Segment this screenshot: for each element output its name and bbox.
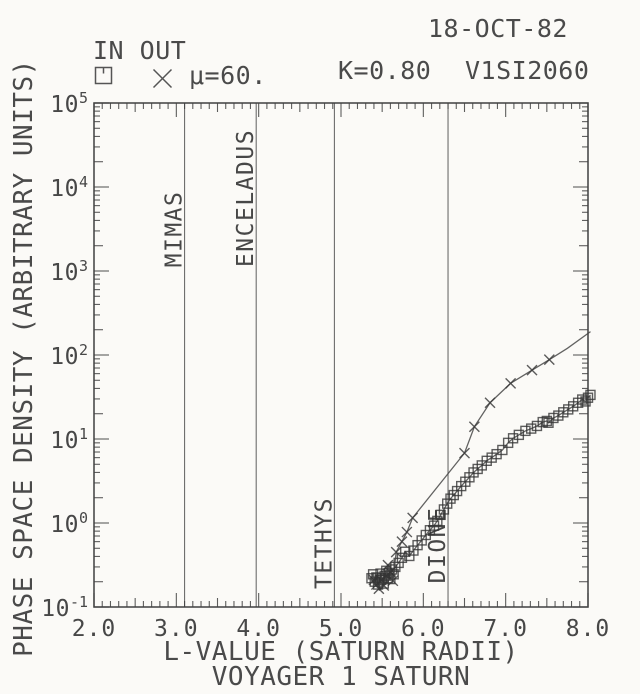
y-axis-ticks: [94, 102, 588, 608]
y-tick-label: 102: [50, 341, 88, 370]
x-marker: [543, 354, 555, 366]
plot-frame: [93, 102, 589, 608]
x-marker: [484, 397, 496, 409]
x-marker: [373, 583, 385, 595]
x-axis-subtitle: VOYAGER 1 SATURN: [211, 662, 471, 692]
x-marker: [526, 364, 538, 376]
series-out: [368, 331, 591, 595]
run-id-label: V1SI2060: [465, 56, 590, 85]
x-marker: [390, 546, 402, 558]
x-tick-label: 8.0: [566, 616, 611, 642]
square-marker: [585, 389, 596, 401]
square-marker: [507, 433, 519, 444]
refline-label-enceladus: ENCELADUS: [233, 129, 259, 267]
square-marker: [525, 423, 537, 434]
x-marker: [378, 580, 390, 592]
x-tick-label: 4.0: [236, 616, 281, 642]
series-in: [366, 389, 596, 590]
x-marker: [387, 575, 399, 587]
square-marker: [541, 415, 553, 427]
square-marker: [497, 444, 508, 456]
plot-date: 18-OCT-82: [428, 14, 568, 43]
y-axis-tick-labels: 10-1 100 101 102 103 104 105: [41, 89, 88, 622]
refline-label-mimas: MIMAS: [162, 191, 188, 268]
x-tick-label: 7.0: [483, 616, 528, 642]
x-tick-label: 3.0: [154, 616, 199, 642]
y-tick-label: 103: [50, 257, 88, 286]
refline-label-tethys: TETHYS: [311, 497, 337, 589]
x-tick-label: 2.0: [72, 616, 117, 642]
square-marker: [432, 515, 443, 527]
square-marker: [396, 552, 408, 564]
square-marker: [582, 392, 594, 403]
x-marker: [382, 559, 394, 571]
x-axis-tick-labels: 2.0 3.0 4.0 5.0 6.0 7.0 8.0: [72, 616, 611, 642]
x-axis-ticks: [93, 103, 589, 607]
square-marker: [445, 493, 456, 504]
y-tick-label: 101: [50, 425, 88, 454]
y-tick-label: 100: [50, 509, 88, 538]
x-marker: [401, 526, 413, 538]
x-marker: [407, 512, 419, 524]
k-label: K=0.80: [338, 56, 432, 85]
mu-label: μ=60.: [189, 61, 267, 90]
y-axis-title: PHASE SPACE DENSITY (ARBITRARY UNITS): [9, 59, 39, 657]
y-tick-label: 10-1: [41, 593, 88, 622]
x-marker: [505, 377, 517, 389]
x-marker: [384, 566, 396, 578]
x-marker: [468, 421, 480, 433]
x-marker: [459, 447, 470, 459]
refline-label-dione: DIONE: [425, 507, 451, 584]
square-marker: [520, 425, 531, 437]
square-marker: [438, 504, 450, 515]
satellite-reference-lines: MIMAS ENCELADUS TETHYS DIONE: [162, 103, 451, 607]
out-marker-icon: [151, 67, 174, 94]
x-tick-label: 6.0: [401, 616, 446, 642]
legend-title: IN OUT: [93, 36, 187, 65]
x-marker: [396, 536, 408, 548]
in-marker-icon: [94, 66, 114, 90]
y-tick-label: 104: [50, 173, 88, 202]
y-tick-label: 105: [50, 89, 88, 118]
square-marker: [435, 509, 446, 521]
x-axis-title: L-VALUE (SATURN RADII): [163, 637, 519, 667]
x-tick-label: 5.0: [319, 616, 364, 642]
